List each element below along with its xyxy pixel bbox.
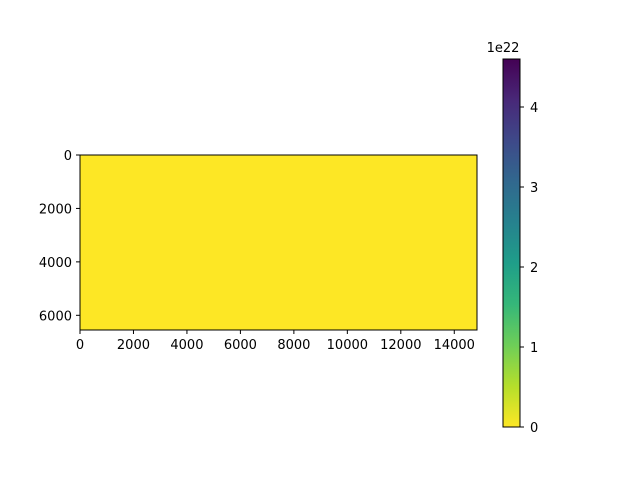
y-tick-label: 4000 [39, 256, 72, 271]
colorbar-tick-label: 3 [530, 181, 538, 196]
main-axes: 0 2000 4000 6000 8000 10000 12000 14000 0 2000 40… [39, 149, 478, 353]
colorbar-tick-label: 4 [530, 101, 538, 116]
colorbar-tick-label: 2 [530, 261, 538, 276]
colorbar-ticks: 0 1 2 3 4 [520, 101, 538, 436]
x-tick-label: 2000 [117, 338, 150, 353]
x-tick-label: 10000 [327, 338, 368, 353]
colorbar-offset-label: 1e22 [487, 41, 520, 56]
y-tick-label: 6000 [39, 309, 72, 324]
colorbar: 0 1 2 3 4 1e22 [487, 41, 539, 436]
colorbar-tick-label: 1 [530, 341, 538, 356]
x-tick-label: 12000 [380, 338, 421, 353]
x-axis-ticks: 0 2000 4000 6000 8000 10000 12000 14000 [76, 330, 475, 353]
colorbar-frame [502, 58, 521, 428]
x-tick-label: 6000 [224, 338, 257, 353]
colorbar-tick-label: 0 [530, 421, 538, 436]
main-axes-frame [79, 154, 478, 331]
y-tick-label: 0 [64, 149, 72, 164]
y-axis-ticks: 0 2000 4000 6000 [39, 149, 80, 324]
colorbar-gradient [503, 59, 520, 427]
y-tick-label: 2000 [39, 202, 72, 217]
x-tick-label: 14000 [434, 338, 475, 353]
x-tick-label: 4000 [170, 338, 203, 353]
heatmap-image [80, 155, 477, 330]
x-tick-label: 0 [76, 338, 84, 353]
x-tick-label: 8000 [277, 338, 310, 353]
